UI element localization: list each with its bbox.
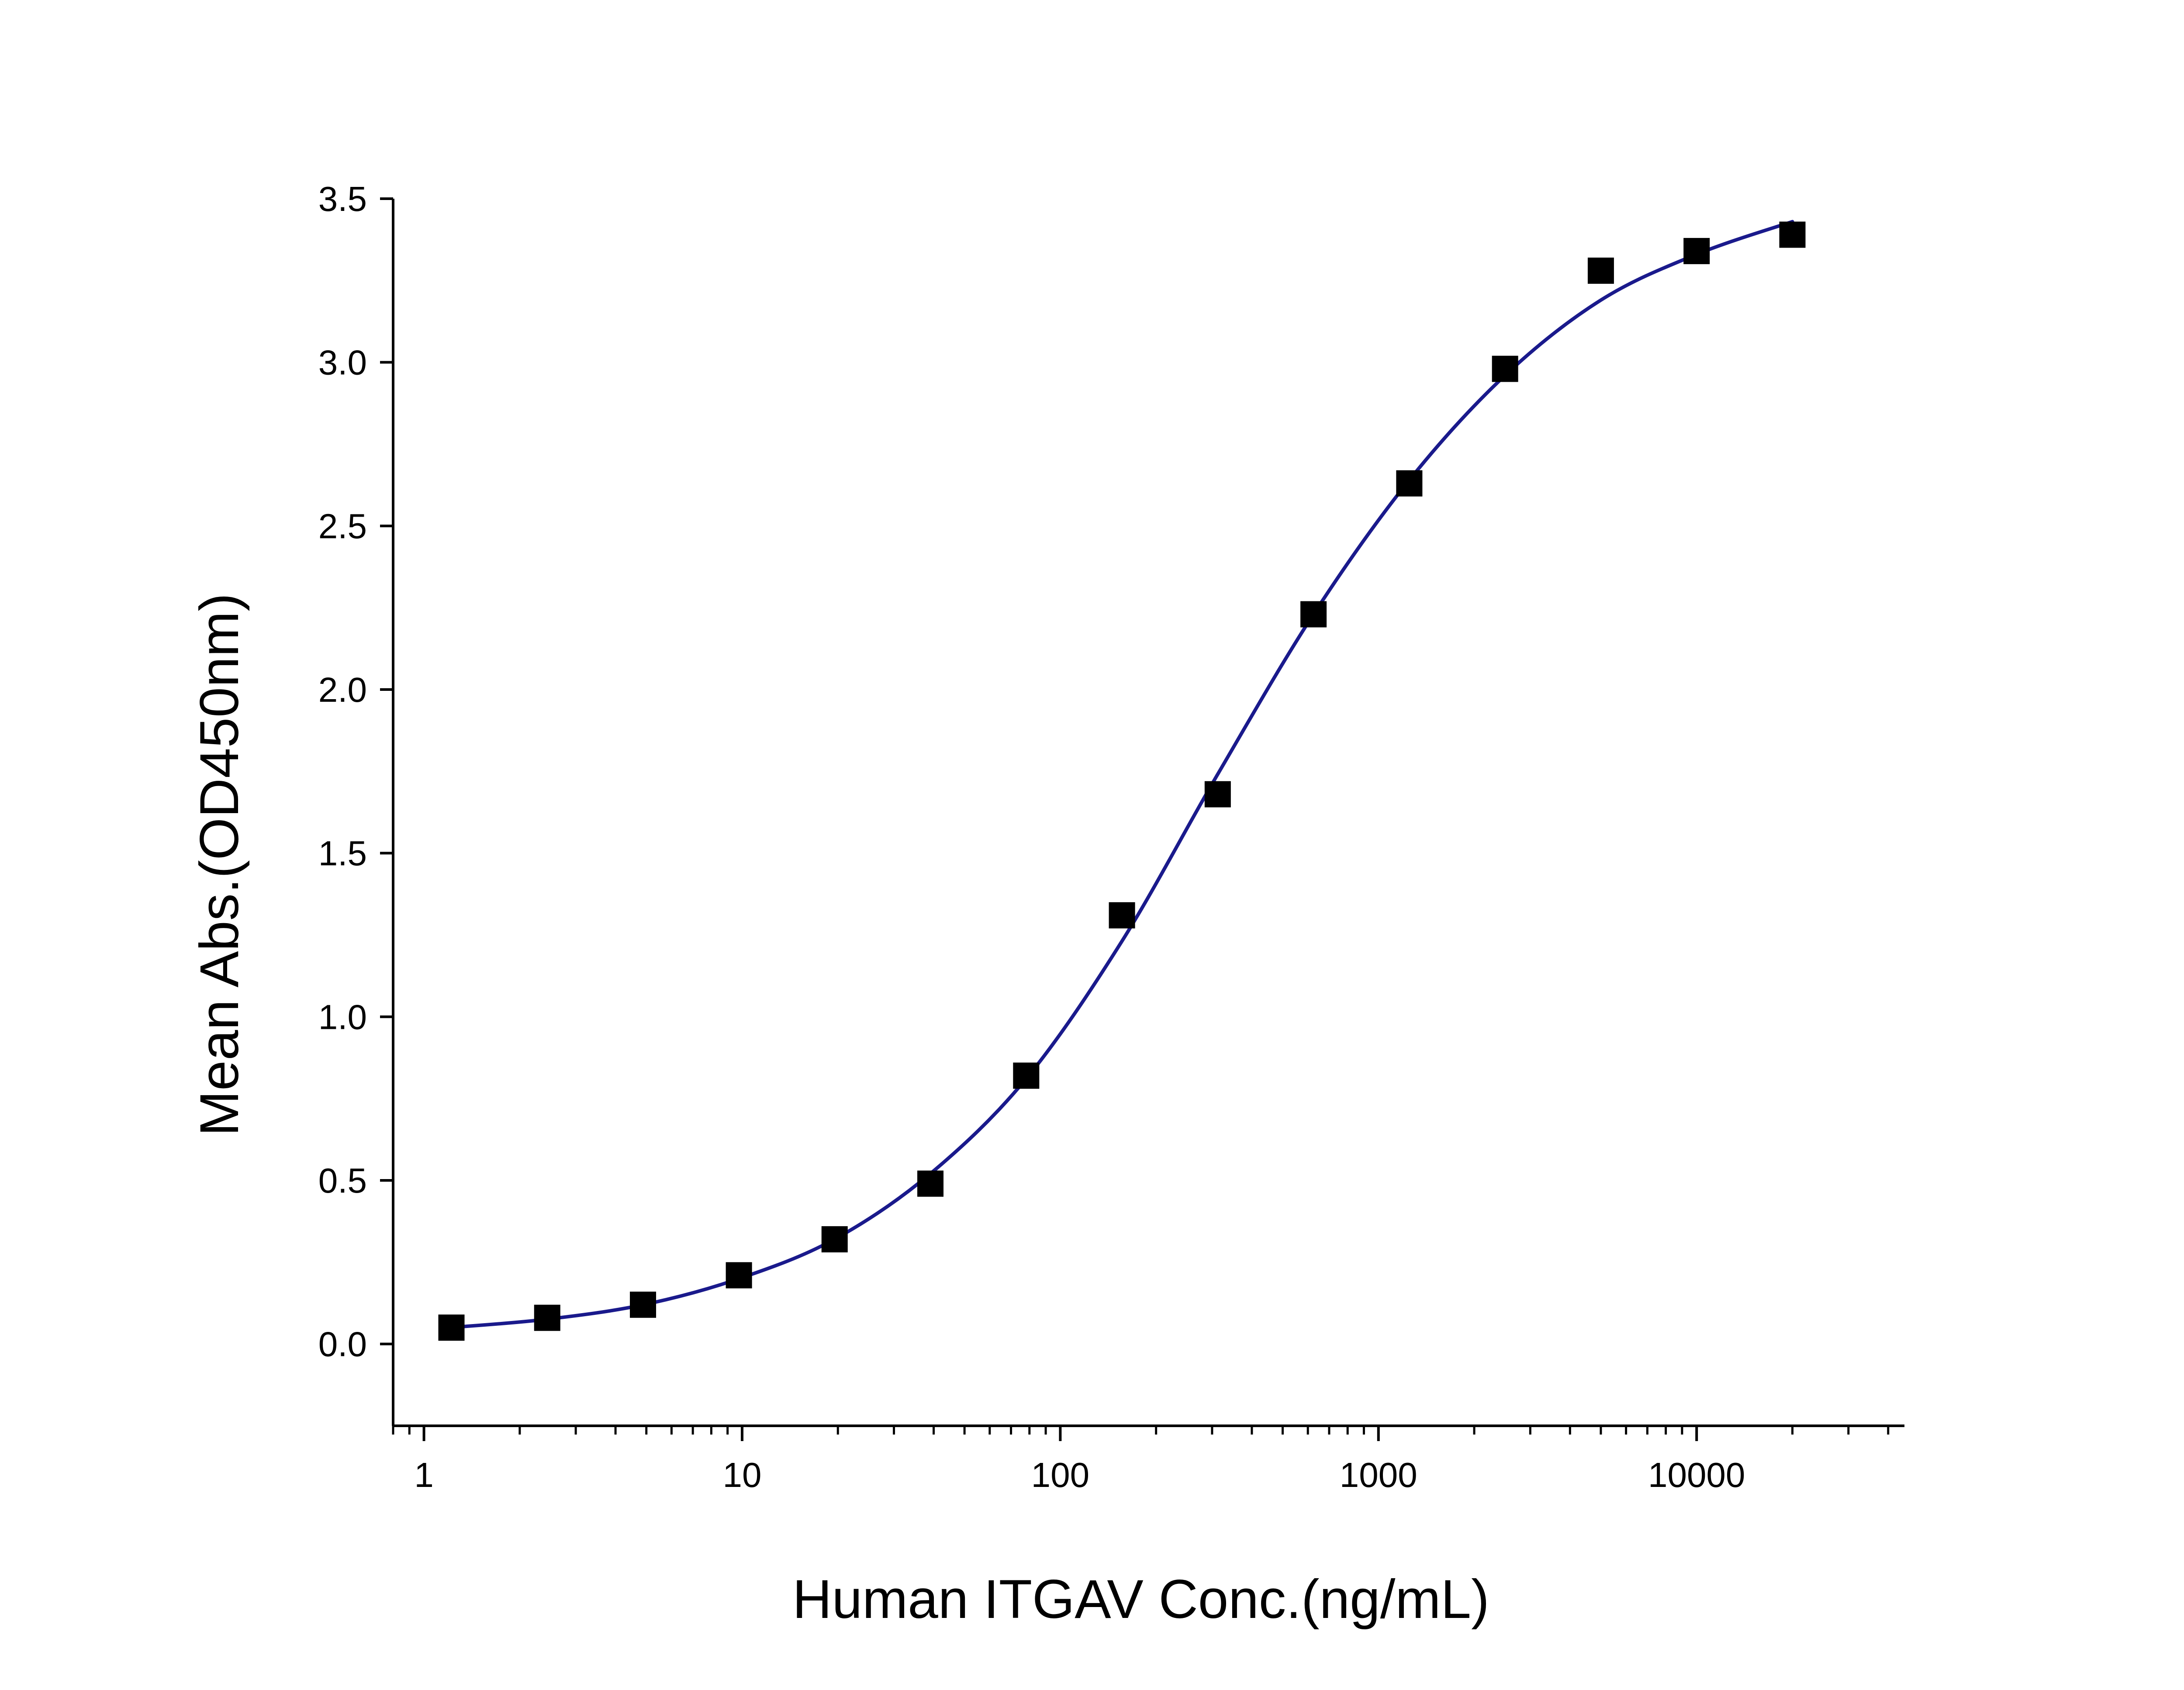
data-point xyxy=(917,1170,944,1197)
x-tick-label: 10000 xyxy=(1648,1455,1745,1494)
data-point xyxy=(438,1314,465,1341)
y-tick-label: 1.0 xyxy=(318,997,367,1036)
y-axis-title: Mean Abs.(OD450nm) xyxy=(189,593,250,1136)
y-tick-label: 0.0 xyxy=(318,1325,367,1364)
data-point xyxy=(1779,221,1806,248)
data-point xyxy=(821,1226,848,1252)
data-point xyxy=(1396,470,1423,497)
y-tick-label: 0.5 xyxy=(318,1161,367,1200)
axes xyxy=(392,199,1904,1427)
x-tick-label: 1 xyxy=(414,1455,434,1494)
data-point xyxy=(1683,238,1710,264)
x-axis-title: Human ITGAV Conc.(ng/mL) xyxy=(792,1569,1489,1630)
data-points xyxy=(438,221,1806,1341)
fit-curve xyxy=(447,220,1794,1330)
x-tick-label: 100 xyxy=(1031,1455,1089,1494)
data-point xyxy=(1300,601,1327,628)
tick-labels: 0.0 0.5 1.0 1.5 2.0 2.5 3.0 3.5 1 10 100 1000 10000 xyxy=(318,179,1745,1494)
data-point xyxy=(630,1291,657,1318)
x-tick-label: 1000 xyxy=(1340,1455,1417,1494)
y-tick-label: 2.0 xyxy=(318,670,367,709)
data-point xyxy=(1109,902,1135,929)
data-point xyxy=(726,1262,752,1289)
data-point xyxy=(1204,781,1231,807)
x-tick-label: 10 xyxy=(722,1455,761,1494)
y-tick-label: 2.5 xyxy=(318,507,367,545)
y-tick-label: 3.5 xyxy=(318,179,367,218)
y-tick-label: 3.0 xyxy=(318,343,367,382)
data-point xyxy=(1013,1062,1040,1089)
data-point xyxy=(1587,257,1614,284)
axis-ticks xyxy=(380,197,1890,1441)
y-tick-label: 1.5 xyxy=(318,834,367,873)
data-point xyxy=(534,1304,560,1331)
data-point xyxy=(1492,355,1518,382)
